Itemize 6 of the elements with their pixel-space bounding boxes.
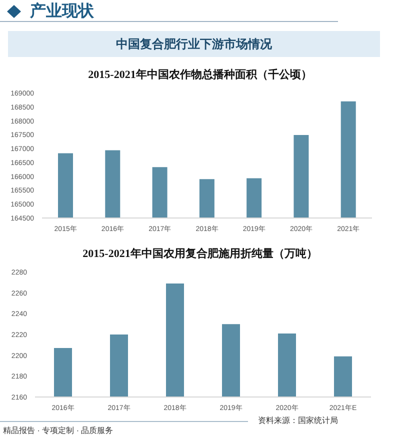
text: 产业现状	[30, 1, 94, 22]
chart-title: 2015-2021年中国农用复合肥施用折纯量（万吨）	[82, 246, 318, 262]
text: 资料来源：国家统计局	[258, 415, 338, 426]
text: 中国复合肥行业下游市场情况	[116, 36, 272, 52]
text: 精品报告 · 专项定制 · 品质服务	[3, 425, 114, 436]
chart-title: 2015-2021年中国农作物总播种面积（千公顷）	[87, 68, 313, 83]
